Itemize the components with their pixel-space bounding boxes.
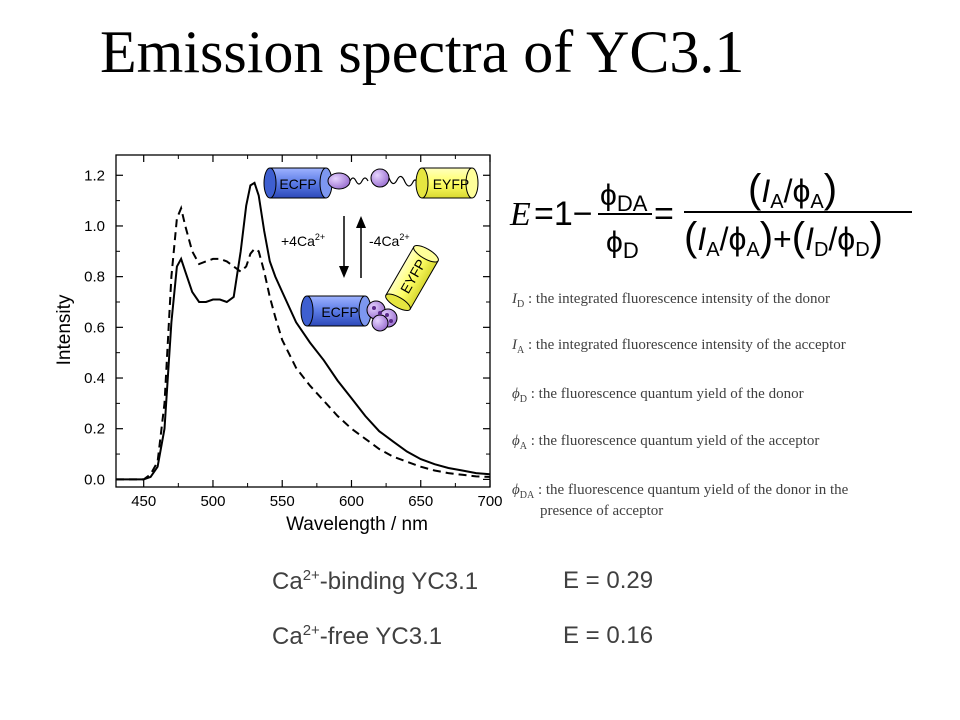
- arrow-up-head: [356, 216, 366, 228]
- ecfp-barrel-bottom: ECFP: [300, 295, 372, 327]
- y-tick-label: 0.2: [84, 421, 105, 438]
- series-line-solid: [116, 181, 491, 481]
- svg-text:=: =: [654, 195, 674, 233]
- eyfp-barrel-bottom: EYFP: [385, 245, 439, 311]
- axis-ticks: [116, 155, 491, 487]
- plot-frame: [115, 154, 491, 488]
- x-tick-label: 650: [408, 493, 433, 510]
- minus-ca-label: -4Ca2+: [369, 232, 410, 249]
- x-tick-label: 600: [339, 493, 364, 510]
- y-tick-label: 0.6: [84, 319, 105, 336]
- phi-da-num: ϕDA: [600, 179, 648, 216]
- result-label-binding: Ca2+-binding YC3.1: [272, 567, 479, 595]
- x-tick-label: 700: [477, 493, 502, 510]
- fret-diagram: ECFP EYFP +4Ca2+ -4Ca2+ EYFP: [263, 167, 479, 332]
- x-tick-label: 450: [131, 493, 156, 510]
- fret-efficiency-equation: E =1− ϕDA ϕD = (IA/ϕA) (IA/ϕA)+(ID/ϕD): [509, 167, 912, 263]
- calmodulin-lobe: [327, 172, 351, 190]
- plus-ca-label: +4Ca2+: [281, 232, 325, 249]
- definition-item: ϕD : the fluorescence quantum yield of t…: [512, 386, 804, 405]
- definition-item: IA : the integrated fluorescence intensi…: [512, 337, 846, 356]
- y-tick-label: 0.8: [84, 269, 105, 286]
- page-title: Emission spectra of YC3.1: [100, 19, 745, 85]
- y-tick-label: 1.0: [84, 218, 105, 235]
- result-value-binding: E = 0.29: [563, 567, 654, 594]
- m13-peptide: [370, 168, 390, 188]
- tick-labels: 450 500 550 600 650 700 0.0 0.2 0.4 0.6 0.8 1.0 1.2: [84, 167, 502, 510]
- ecfp-label-bottom: ECFP: [321, 304, 358, 320]
- linker: [388, 175, 418, 187]
- eyfp-barrel-top: EYFP: [415, 167, 479, 199]
- definition-item: ϕDA : the fluorescence quantum yield of …: [512, 482, 849, 519]
- y-axis-label: Intensity: [54, 294, 75, 365]
- svg-text:=1−: =1−: [534, 195, 593, 233]
- svg-text:E: E: [509, 196, 531, 233]
- arrow-down-head: [339, 266, 349, 278]
- result-value-free: E = 0.16: [563, 622, 654, 649]
- y-tick-label: 0.0: [84, 471, 105, 488]
- eyfp-label-top: EYFP: [433, 176, 470, 192]
- phi-d-den: ϕD: [606, 226, 639, 263]
- linker: [349, 177, 369, 185]
- result-label-free: Ca2+-free YC3.1: [272, 622, 443, 650]
- ecfp-barrel-top: ECFP: [263, 167, 333, 199]
- series-line-dashed: [116, 204, 491, 481]
- x-axis-label: Wavelength / nm: [286, 514, 428, 535]
- denominator: (IA/ϕA)+(ID/ϕD): [684, 215, 883, 261]
- x-tick-label: 550: [270, 493, 295, 510]
- definition-item: ϕA : the fluorescence quantum yield of t…: [512, 433, 820, 452]
- ecfp-label-top: ECFP: [279, 176, 316, 192]
- y-tick-label: 0.4: [84, 370, 105, 387]
- calmodulin-ca-complex: [366, 300, 398, 332]
- x-tick-label: 500: [200, 493, 225, 510]
- definition-item: ID : the integrated fluorescence intensi…: [512, 291, 830, 310]
- y-tick-label: 1.2: [84, 167, 105, 184]
- numerator: (IA/ϕA): [748, 167, 837, 213]
